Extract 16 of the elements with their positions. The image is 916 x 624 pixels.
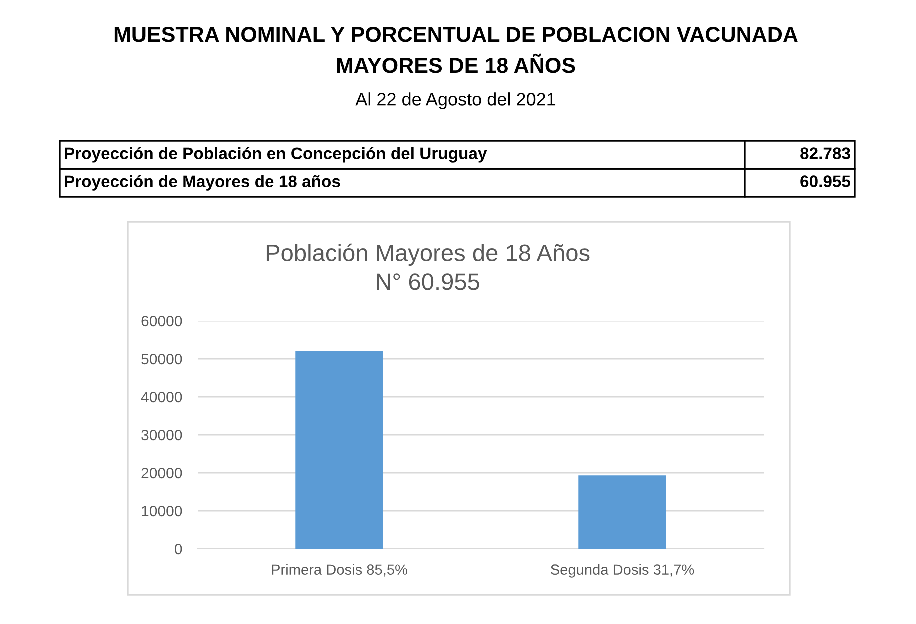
y-tick-label: 50000 [142, 354, 182, 365]
x-tick-label: Primera Dosis 85,5% [272, 564, 408, 577]
category-label: Proyección de Población en Concepción del Uruguay [65, 147, 488, 163]
y-tick-label: 40000 [141, 392, 182, 403]
y-tick-label: 20000 [142, 468, 182, 479]
text: Al 22 de Agosto del 2021 [356, 92, 556, 110]
y-tick-label: 10000 [142, 506, 182, 517]
data-label: 60.955 [800, 176, 851, 188]
y-tick-label: 30000 [142, 430, 182, 441]
x-tick-label: Segunda Dosis 31,7% [551, 564, 694, 578]
chart-title: Población Mayores de 18 Años N° 60.955 [266, 244, 590, 290]
y-tick-label: 0 [174, 544, 182, 555]
data-label: 82.783 [800, 148, 850, 160]
y-tick-label: 60000 [142, 316, 182, 327]
category-label: Proyección de Mayores de 18 años [65, 175, 340, 191]
text: MUESTRA NOMINAL Y PORCENTUAL DE POBLACION VACUNADA MAYORES DE 18 AÑOS [114, 27, 798, 74]
